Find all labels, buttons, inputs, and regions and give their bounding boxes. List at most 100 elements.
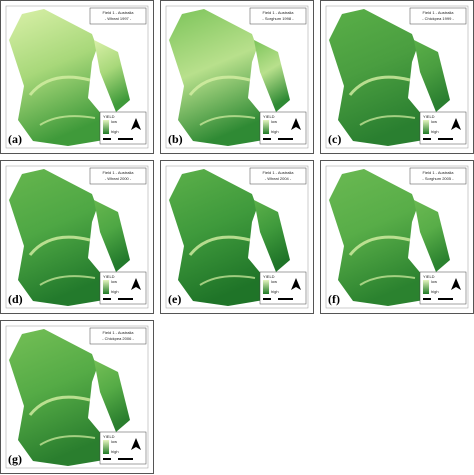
- legend-high: high: [431, 289, 439, 294]
- light-strip: [348, 235, 411, 256]
- map-title: - Chickpea 2006 -: [102, 336, 134, 341]
- field-east: [254, 40, 290, 112]
- map-title: Field 1 - Australia: [423, 170, 455, 175]
- north-arrow: [291, 118, 301, 130]
- legend-low: low: [111, 279, 117, 284]
- legend-ramp: [103, 280, 109, 294]
- legend-ramp: [423, 280, 429, 294]
- map-area: [165, 5, 309, 149]
- legend-ramp: [103, 120, 109, 134]
- field-east: [94, 40, 130, 112]
- legend-title: YIELD: [103, 434, 115, 439]
- map-title: Field 1 - Australia: [103, 330, 135, 335]
- map-title: - Sorghum 2005 -: [422, 176, 454, 181]
- field-east: [414, 200, 450, 272]
- north-arrow: [451, 278, 461, 290]
- map-title: Field 1 - Australia: [263, 10, 295, 15]
- north-arrow: [131, 118, 141, 130]
- scale-bar: [271, 298, 278, 300]
- legend-low: low: [271, 119, 277, 124]
- light-strip: [39, 115, 96, 126]
- legend-title: YIELD: [263, 274, 275, 279]
- title-box: [249, 167, 307, 185]
- legend-title: YIELD: [423, 274, 435, 279]
- legend-ramp: [263, 280, 269, 294]
- legend-ramp: [103, 440, 109, 454]
- title-box: [89, 167, 147, 185]
- panel-label: (d): [8, 292, 23, 306]
- legend-high: high: [111, 449, 119, 454]
- map-panel: Field 1 - Australia- Chickpea 1999 - YIEL…: [320, 0, 474, 154]
- legend-low: low: [111, 439, 117, 444]
- legend-title: YIELD: [423, 114, 435, 119]
- legend-high: high: [271, 289, 279, 294]
- light-strip: [199, 275, 256, 286]
- map-panel: Field 1 - Australia- Wheat 2000 - YIELDlo…: [0, 160, 154, 314]
- north-arrow: [451, 118, 461, 130]
- title-box: [409, 7, 467, 25]
- north-arrow: [291, 278, 301, 290]
- map-title: Field 1 - Australia: [263, 170, 295, 175]
- map-area: [5, 165, 149, 309]
- panel-label: (e): [168, 292, 181, 306]
- map-title: Field 1 - Australia: [103, 10, 135, 15]
- legend-ramp: [263, 120, 269, 134]
- map-area: [325, 5, 469, 149]
- legend-ramp: [423, 120, 429, 134]
- map-title: Field 1 - Australia: [103, 170, 135, 175]
- map-panel: Field 1 - Australia- Chickpea 2006 - YIEL…: [0, 320, 154, 474]
- panel-label: (f): [328, 292, 340, 306]
- scale-bar: [271, 138, 278, 140]
- scale-bar: [431, 298, 438, 300]
- light-strip: [359, 115, 416, 126]
- map-title: - Sorghum 1998 -: [262, 16, 294, 21]
- title-box: [89, 327, 147, 345]
- legend-title: YIELD: [103, 114, 115, 119]
- legend-low: low: [111, 119, 117, 124]
- panel-label: (g): [8, 452, 22, 466]
- field-east: [94, 360, 130, 432]
- scale-bar: [111, 298, 118, 300]
- legend-title: YIELD: [103, 274, 115, 279]
- legend-low: low: [431, 119, 437, 124]
- light-strip: [188, 235, 251, 256]
- legend-low: low: [431, 279, 437, 284]
- light-strip: [28, 235, 91, 256]
- title-box: [409, 167, 467, 185]
- map-panel: Field 1 - Australia- Sorghum 2005 - YIELD…: [320, 160, 474, 314]
- map-area: [5, 325, 149, 469]
- legend-title: YIELD: [263, 114, 275, 119]
- legend-low: low: [271, 279, 277, 284]
- map-title: - Wheat 2000 -: [105, 176, 132, 181]
- legend-high: high: [271, 129, 279, 134]
- map-area: [5, 5, 149, 149]
- field-east: [94, 200, 130, 272]
- scale-bar: [111, 138, 118, 140]
- title-box: [249, 7, 307, 25]
- panel-label: (b): [168, 132, 183, 146]
- light-strip: [39, 435, 96, 446]
- map-title: - Chickpea 1999 -: [422, 16, 454, 21]
- scale-bar: [111, 458, 118, 460]
- map-area: [165, 165, 309, 309]
- light-strip: [199, 115, 256, 126]
- light-strip: [359, 275, 416, 286]
- map-title: - Wheat 1997 -: [105, 16, 132, 21]
- light-strip: [348, 75, 411, 96]
- light-strip: [28, 395, 91, 416]
- legend-high: high: [431, 129, 439, 134]
- legend-high: high: [111, 289, 119, 294]
- map-panel: Field 1 - Australia- Sorghum 1998 - YIELD…: [160, 0, 314, 154]
- map-area: [325, 165, 469, 309]
- light-strip: [188, 75, 251, 96]
- panel-label: (a): [8, 132, 22, 146]
- map-panel: Field 1 - Australia- Wheat 2004 - YIELDlo…: [160, 160, 314, 314]
- north-arrow: [131, 278, 141, 290]
- light-strip: [39, 275, 96, 286]
- field-east: [414, 40, 450, 112]
- legend-high: high: [111, 129, 119, 134]
- scale-bar: [431, 138, 438, 140]
- light-strip: [28, 75, 91, 96]
- north-arrow: [131, 438, 141, 450]
